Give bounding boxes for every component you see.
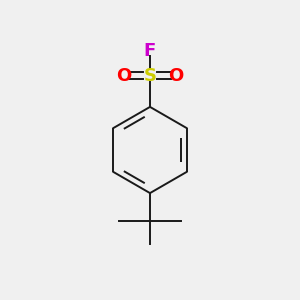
Text: S: S xyxy=(143,67,157,85)
Text: O: O xyxy=(169,67,184,85)
Text: O: O xyxy=(116,67,131,85)
Text: F: F xyxy=(144,42,156,60)
